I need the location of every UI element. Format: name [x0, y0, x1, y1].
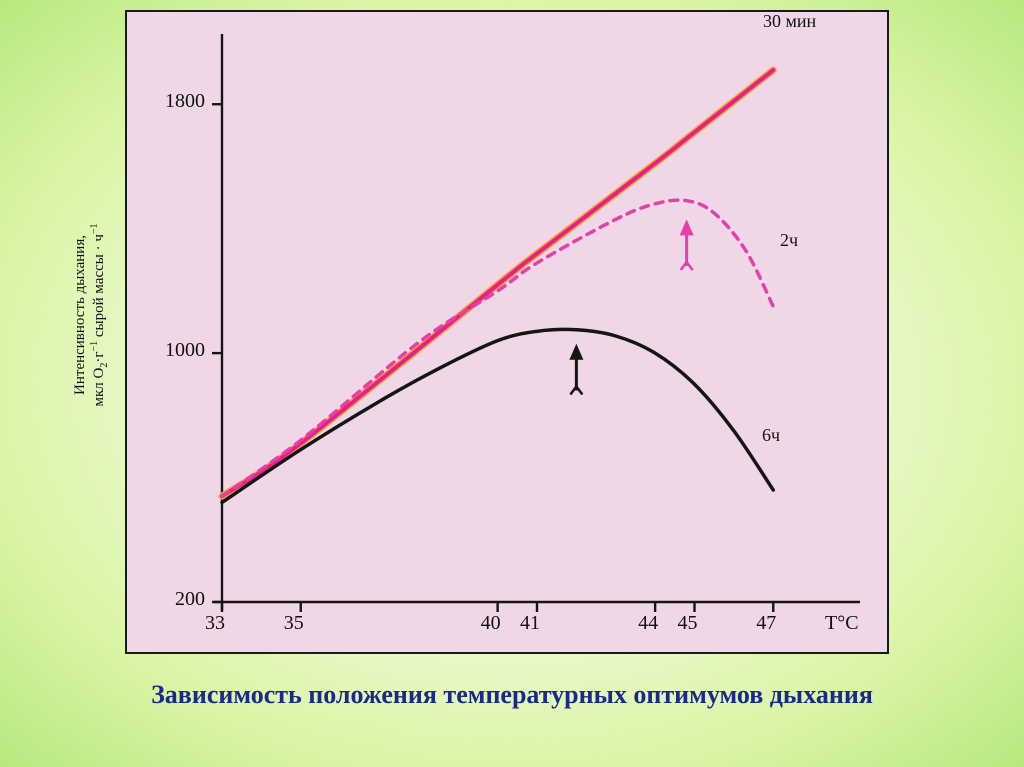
y-axis-title-line2-mid2: сырой массы · ч [91, 234, 107, 341]
chart-plot-box [125, 10, 889, 654]
y-tick-label: 200 [155, 588, 205, 611]
page-background: Интенсивность дыхания, мкл O2·г−1 сырой … [0, 0, 1024, 767]
series-30 мин [222, 70, 773, 496]
x-tick-label: 35 [284, 612, 304, 635]
y-axis-title-line2-sup2: −1 [89, 223, 100, 234]
y-tick-label: 1800 [155, 90, 205, 113]
x-tick-label: 45 [678, 612, 698, 635]
series-6ч [222, 329, 773, 502]
x-axis-title: T°C [825, 612, 859, 635]
series-label-2ч: 2ч [780, 230, 798, 251]
arrow-tail-2ч [681, 262, 693, 270]
x-tick-label: 41 [520, 612, 540, 635]
y-axis-title-line2-mid: ·г [91, 352, 107, 363]
x-tick-label: 47 [756, 612, 776, 635]
chart-svg [127, 12, 887, 652]
arrow-head-2ч [680, 219, 694, 235]
y-axis-title-line1: Интенсивность дыхания, [72, 235, 88, 395]
arrow-head-6ч [569, 344, 583, 360]
series-2ч [222, 200, 773, 496]
series-label-6ч: 6ч [762, 425, 780, 446]
series-30 мин-under [222, 70, 773, 496]
y-axis-title-line2-prefix: мкл O [91, 368, 107, 407]
x-tick-label: 33 [205, 612, 225, 635]
y-tick-label: 1000 [155, 339, 205, 362]
arrow-tail-6ч [570, 386, 582, 394]
y-axis-title: Интенсивность дыхания, мкл O2·г−1 сырой … [72, 223, 110, 406]
x-tick-label: 44 [638, 612, 658, 635]
chart-caption: Зависимость положения температурных опти… [0, 680, 1024, 710]
x-tick-label: 40 [481, 612, 501, 635]
series-label-30 мин: 30 мин [763, 11, 816, 32]
y-axis-title-line2-sub: 2 [99, 363, 110, 368]
y-axis-title-line2-sup1: −1 [89, 341, 100, 352]
